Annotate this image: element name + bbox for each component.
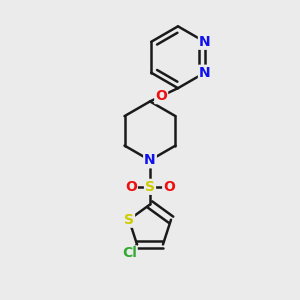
Text: N: N bbox=[144, 153, 156, 167]
Text: O: O bbox=[155, 89, 167, 103]
Text: O: O bbox=[125, 180, 137, 194]
Text: S: S bbox=[124, 213, 134, 227]
Text: Cl: Cl bbox=[122, 246, 137, 260]
Text: O: O bbox=[163, 180, 175, 194]
Text: N: N bbox=[199, 66, 211, 80]
Text: N: N bbox=[199, 35, 211, 49]
Text: S: S bbox=[145, 180, 155, 194]
